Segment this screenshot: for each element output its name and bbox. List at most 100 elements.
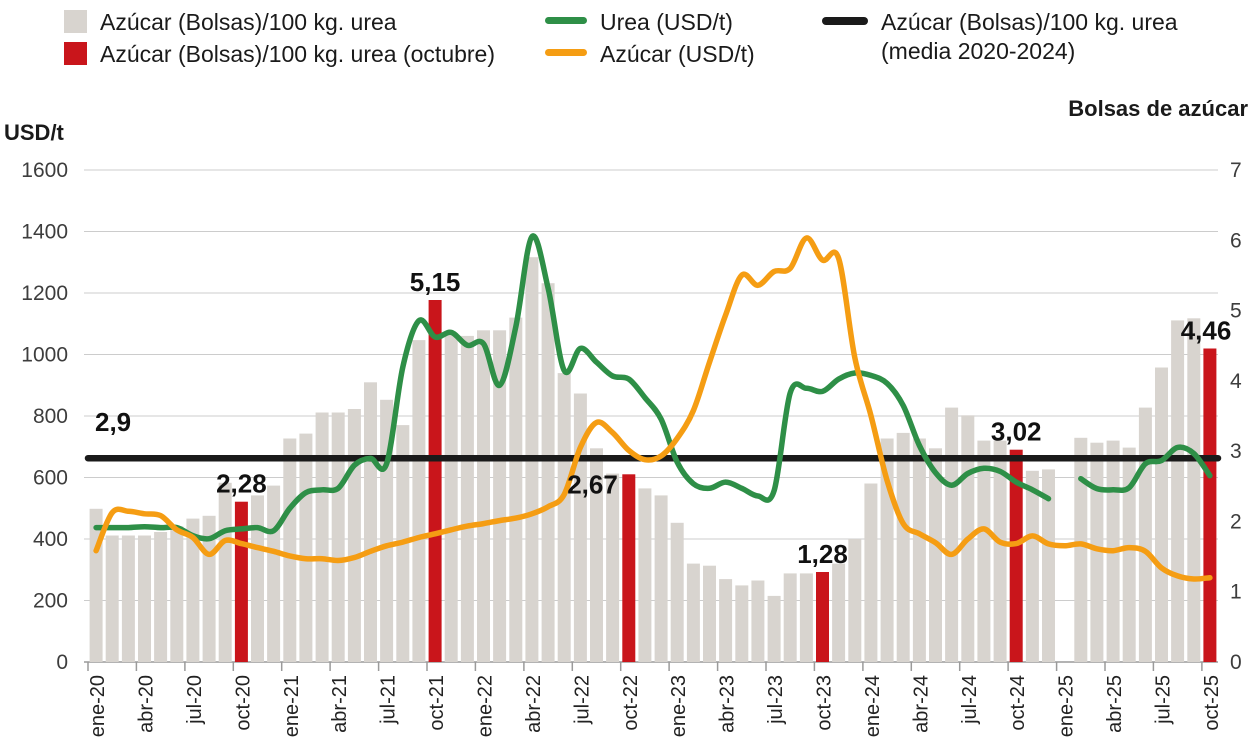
left-axis-tick-label: 0	[56, 651, 68, 674]
ratio-bar	[864, 483, 878, 662]
ratio-bar	[493, 330, 507, 662]
ratio-bar	[590, 448, 603, 662]
ratio-bar	[751, 580, 765, 662]
x-axis-label: oct-22	[620, 675, 642, 731]
ratio-bar	[364, 382, 377, 662]
ratio-bar	[412, 340, 426, 662]
ratio-bar	[735, 585, 749, 662]
right-axis-tick-label: 2	[1230, 510, 1242, 533]
ratio-bar	[509, 317, 523, 662]
black-line-swatch-icon	[822, 17, 868, 25]
left-axis-tick-label: 1600	[21, 159, 68, 182]
left-axis-tick-label: 1200	[21, 282, 68, 305]
x-axis-label: jul-20	[184, 675, 206, 725]
left-axis-title: USD/t	[4, 120, 64, 145]
ratio-bar	[783, 573, 797, 662]
x-axis-label: ene-22	[475, 675, 497, 737]
ratio-bar	[1171, 320, 1185, 662]
right-axis-tick-label: 7	[1230, 159, 1242, 182]
x-axis-label: jul-23	[765, 675, 787, 725]
october-value-label: 1,28	[797, 539, 848, 569]
right-axis-tick-label: 4	[1230, 370, 1242, 393]
ratio-bar	[460, 335, 474, 662]
green-line-swatch-icon	[545, 17, 587, 24]
ratio-bar	[896, 432, 910, 662]
left-axis-tick-label: 1000	[21, 344, 68, 367]
ratio-bar	[121, 535, 135, 662]
legend-item-ratio-bars: Azúcar (Bolsas)/100 kg. urea	[64, 8, 397, 37]
october-value-label: 2,67	[567, 469, 618, 499]
october-value-label: 2,28	[216, 469, 267, 499]
ratio-bar	[1025, 470, 1039, 662]
legend-label: Azúcar (Bolsas)/100 kg. urea (octubre)	[100, 41, 496, 67]
ratio-bar	[1187, 318, 1201, 662]
ratio-bar	[703, 565, 716, 662]
ratio-bar	[638, 488, 652, 662]
left-axis-tick-label: 800	[33, 405, 68, 428]
ratio-bar	[1122, 447, 1136, 662]
ratio-bar	[186, 518, 200, 662]
legend-label: Urea (USD/t)	[600, 9, 733, 35]
left-axis-tick-label: 400	[33, 528, 68, 551]
x-axis-label: jul-21	[378, 675, 400, 725]
x-axis-label: ene-20	[87, 675, 109, 737]
october-ratio-bar	[816, 572, 829, 662]
ratio-bar	[767, 595, 781, 662]
legend-label: Azúcar (Bolsas)/100 kg. urea (media 2020…	[881, 9, 1178, 65]
left-axis-tick-label: 200	[33, 590, 68, 613]
ratio-bar	[251, 495, 264, 662]
x-axis-label: ene-25	[1056, 675, 1078, 737]
x-axis-label: abr-21	[329, 675, 351, 733]
legend-label: Azúcar (Bolsas)/100 kg. urea	[100, 9, 397, 35]
legend-item-media-line: Azúcar (Bolsas)/100 kg. urea (media 2020…	[822, 8, 1242, 67]
october-ratio-bar	[1009, 449, 1023, 662]
right-axis-tick-label: 5	[1230, 300, 1242, 323]
ratio-bar	[105, 535, 119, 662]
right-axis-title: Bolsas de azúcar	[1068, 96, 1248, 121]
media-value-label: 2,9	[95, 407, 131, 437]
x-axis-label: ene-23	[668, 675, 690, 737]
right-axis-tick-label: 3	[1230, 440, 1242, 463]
ratio-bar	[832, 563, 846, 662]
ratio-bar	[315, 412, 329, 662]
x-axis-label: abr-22	[523, 675, 545, 733]
orange-line-swatch-icon	[545, 49, 587, 56]
ratio-bar	[945, 407, 959, 662]
x-axis-label: jul-22	[571, 675, 593, 725]
gray-bar-swatch-icon	[64, 10, 87, 33]
azucar-line	[93, 235, 1213, 582]
ratio-bar	[799, 573, 813, 662]
ratio-bar	[541, 283, 555, 662]
ratio-bar	[719, 579, 733, 662]
ratio-bar	[670, 522, 684, 662]
urea-line	[93, 233, 1052, 542]
october-value-label: 3,02	[991, 417, 1042, 447]
x-axis-label: abr-20	[136, 675, 158, 733]
legend-item-urea-line: Urea (USD/t)	[545, 8, 733, 37]
x-axis-label: ene-24	[862, 675, 884, 737]
ratio-bar	[1090, 442, 1104, 662]
legend-label: Azúcar (USD/t)	[600, 41, 755, 67]
ratio-bar	[299, 433, 313, 662]
x-axis-label: ene-21	[281, 675, 303, 737]
ratio-bar	[331, 412, 345, 662]
october-ratio-bar	[428, 300, 442, 662]
legend-item-ratio-october-bars: Azúcar (Bolsas)/100 kg. urea (octubre)	[64, 40, 495, 69]
ratio-bar	[1155, 367, 1168, 662]
ratio-bar	[912, 438, 926, 662]
october-ratio-bar	[622, 474, 636, 662]
ratio-bar	[686, 563, 700, 662]
right-axis-tick-label: 0	[1230, 651, 1242, 674]
october-value-label: 5,15	[410, 267, 461, 297]
ratio-bar	[218, 482, 232, 662]
ratio-bar	[154, 532, 168, 662]
ratio-bar	[557, 373, 571, 662]
x-axis-label: abr-25	[1104, 675, 1126, 733]
right-axis-tick-label: 6	[1230, 229, 1242, 252]
ratio-bar	[1042, 469, 1055, 662]
x-axis-label: jul-24	[959, 675, 981, 725]
ratio-bar	[606, 473, 620, 662]
x-axis-label: abr-24	[910, 675, 932, 733]
urea-line	[1078, 444, 1213, 494]
